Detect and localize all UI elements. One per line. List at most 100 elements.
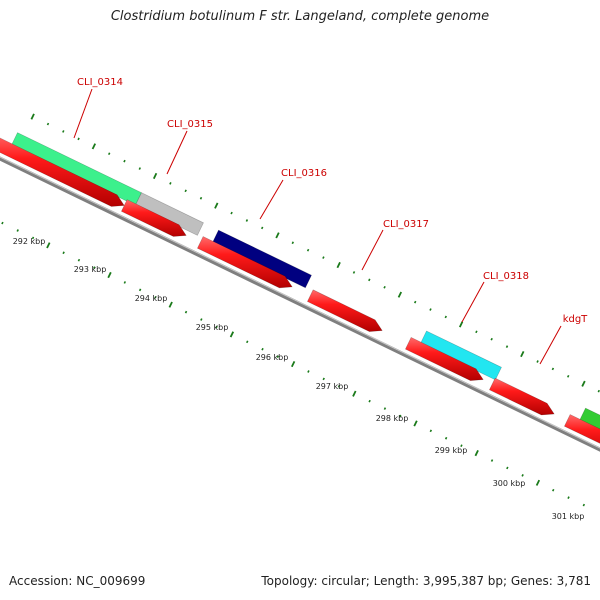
outer-minor-tick xyxy=(551,367,555,371)
gene-label: CLI_0317 xyxy=(383,219,429,230)
feature-cli-0316 xyxy=(211,229,312,289)
outer-minor-tick xyxy=(306,248,310,252)
gene-label: kdgT xyxy=(563,314,588,325)
inner-minor-tick xyxy=(460,444,463,448)
outer-minor-tick xyxy=(138,167,141,170)
outer-minor-tick xyxy=(413,300,417,304)
outer-minor-tick xyxy=(490,337,493,341)
outer-minor-tick xyxy=(46,122,50,126)
scale-label: 299 kbp xyxy=(435,446,468,455)
scale-label: 293 kbp xyxy=(74,265,107,274)
outer-minor-tick xyxy=(199,196,203,200)
outer-major-tick xyxy=(458,321,464,328)
inner-major-tick xyxy=(291,360,296,368)
outer-minor-tick xyxy=(230,211,233,215)
inner-minor-tick xyxy=(31,236,35,240)
scale-label: 301 kbp xyxy=(552,512,585,521)
inner-minor-tick xyxy=(337,384,341,388)
gene-label: CLI_0316 xyxy=(281,168,327,179)
inner-minor-tick xyxy=(154,295,157,299)
inner-minor-tick xyxy=(383,407,387,410)
label-layer: CLI_0314 CLI_0315 CLI_0316 CLI_0317 CLI_0318… xyxy=(13,77,588,521)
inner-major-tick xyxy=(46,242,51,249)
inner-minor-tick xyxy=(123,281,127,284)
inner-minor-tick xyxy=(582,503,586,507)
inner-minor-tick xyxy=(506,466,509,470)
scale-label: 296 kbp xyxy=(256,353,289,362)
outer-minor-tick xyxy=(368,278,371,282)
inner-minor-tick xyxy=(1,221,4,225)
feature-cli-0315 xyxy=(134,192,204,236)
outer-minor-tick xyxy=(429,308,432,311)
feature-kdgt xyxy=(578,407,600,432)
gene-leader-line xyxy=(461,281,485,323)
inner-minor-tick xyxy=(200,318,203,321)
genome-backbone-highlight xyxy=(0,156,600,449)
gene-leader-line xyxy=(259,179,284,220)
scale-label: 292 kbp xyxy=(13,237,46,246)
inner-minor-tick xyxy=(429,429,433,433)
inner-minor-tick xyxy=(246,340,249,344)
inner-major-tick xyxy=(107,271,112,279)
inner-tick-ring xyxy=(1,221,586,507)
gene-leader-line xyxy=(166,130,188,175)
outer-tick-ring xyxy=(30,113,600,393)
gene-leader-line xyxy=(73,88,93,139)
outer-major-tick xyxy=(214,202,219,209)
map-title: Clostridium botulinum F str. Langeland, … xyxy=(110,9,490,24)
cds-arrow xyxy=(0,137,125,207)
outer-major-tick xyxy=(336,261,341,269)
outer-minor-tick xyxy=(352,271,356,274)
inner-minor-tick xyxy=(138,288,142,292)
inner-minor-tick xyxy=(368,399,371,403)
inner-minor-tick xyxy=(261,347,264,351)
gene-label: CLI_0314 xyxy=(77,77,123,88)
outer-major-tick xyxy=(520,350,525,358)
inner-minor-tick xyxy=(16,229,19,232)
inner-minor-tick xyxy=(521,474,524,477)
outer-minor-tick xyxy=(597,389,600,393)
gene-label: CLI_0315 xyxy=(167,119,213,130)
outer-minor-tick xyxy=(77,137,80,141)
inner-minor-tick xyxy=(93,266,96,269)
outer-major-tick xyxy=(91,143,97,150)
inner-minor-tick xyxy=(184,310,188,314)
outer-minor-tick xyxy=(566,374,570,378)
inner-major-tick xyxy=(352,390,357,397)
outer-minor-tick xyxy=(291,241,294,245)
genome-backbone-line xyxy=(0,156,600,452)
outer-minor-tick xyxy=(260,226,264,230)
inner-minor-tick xyxy=(215,325,218,329)
scale-label: 300 kbp xyxy=(493,479,526,488)
cds-arrow xyxy=(563,414,600,444)
scale-label: 297 kbp xyxy=(316,382,349,391)
scale-label: 294 kbp xyxy=(135,294,168,303)
inner-major-tick xyxy=(474,450,479,457)
outer-minor-tick xyxy=(475,330,478,334)
inner-major-tick xyxy=(535,479,541,486)
outer-minor-tick xyxy=(169,182,172,185)
gene-leader-line xyxy=(361,229,384,271)
outer-minor-tick xyxy=(184,189,187,193)
inner-major-tick xyxy=(168,301,173,308)
genome-summary: Topology: circular; Length: 3,995,387 bp… xyxy=(261,574,591,588)
outer-minor-tick xyxy=(505,345,509,348)
outer-minor-tick xyxy=(536,360,539,363)
feature-layer xyxy=(0,132,600,444)
outer-major-tick xyxy=(275,232,280,239)
inner-minor-tick xyxy=(62,251,65,255)
outer-minor-tick xyxy=(322,256,325,259)
outer-major-tick xyxy=(397,291,403,298)
outer-minor-tick xyxy=(62,130,65,133)
outer-minor-tick xyxy=(123,159,126,163)
cds-arrow xyxy=(404,336,484,381)
outer-minor-tick xyxy=(107,152,111,156)
inner-minor-tick xyxy=(399,414,402,418)
scale-label: 295 kbp xyxy=(196,323,229,332)
gene-label: CLI_0318 xyxy=(483,271,529,282)
outer-minor-tick xyxy=(245,219,249,222)
cds-arrow xyxy=(120,199,187,237)
outer-major-tick xyxy=(30,113,35,120)
